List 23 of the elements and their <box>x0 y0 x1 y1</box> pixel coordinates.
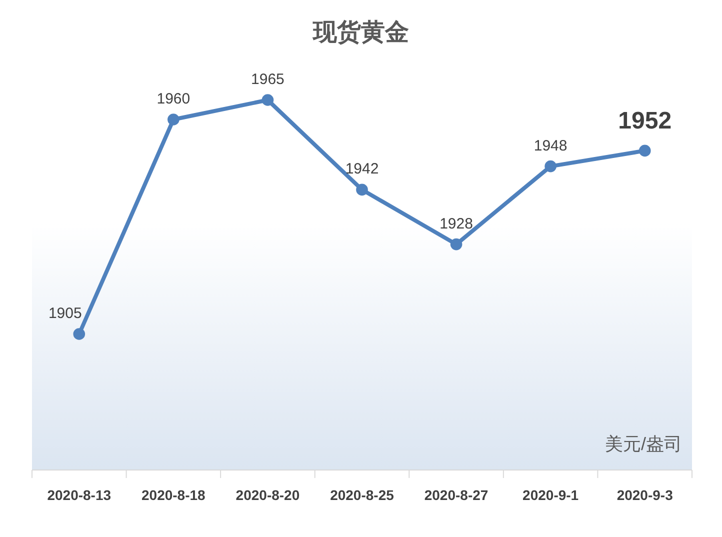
data-label: 1965 <box>251 71 284 88</box>
data-label: 1952 <box>618 108 672 135</box>
point <box>73 328 86 340</box>
data-label: 1905 <box>48 305 82 322</box>
data-label: 1960 <box>156 90 190 108</box>
x-tick-label: 2020-8-13 <box>47 487 112 503</box>
x-tick-label: 2020-8-18 <box>142 487 206 503</box>
x-tick-label: 2020-9-1 <box>522 487 579 503</box>
x-tick-label: 2020-8-25 <box>330 487 394 503</box>
x-tick-label: 2020-8-27 <box>424 487 488 503</box>
x-tick-label: 2020-9-3 <box>616 487 674 503</box>
point <box>168 114 180 126</box>
point <box>544 160 556 172</box>
text: 美元/盎司 <box>604 434 682 454</box>
data-label: 1942 <box>345 160 379 178</box>
point <box>638 144 651 157</box>
point <box>262 94 274 106</box>
point <box>450 238 462 250</box>
data-label: 1928 <box>440 215 473 232</box>
point <box>356 184 368 196</box>
chart-title: 现货黄金 <box>312 19 409 46</box>
x-tick-label: 2020-8-20 <box>236 487 300 503</box>
data-label: 1948 <box>534 137 568 154</box>
